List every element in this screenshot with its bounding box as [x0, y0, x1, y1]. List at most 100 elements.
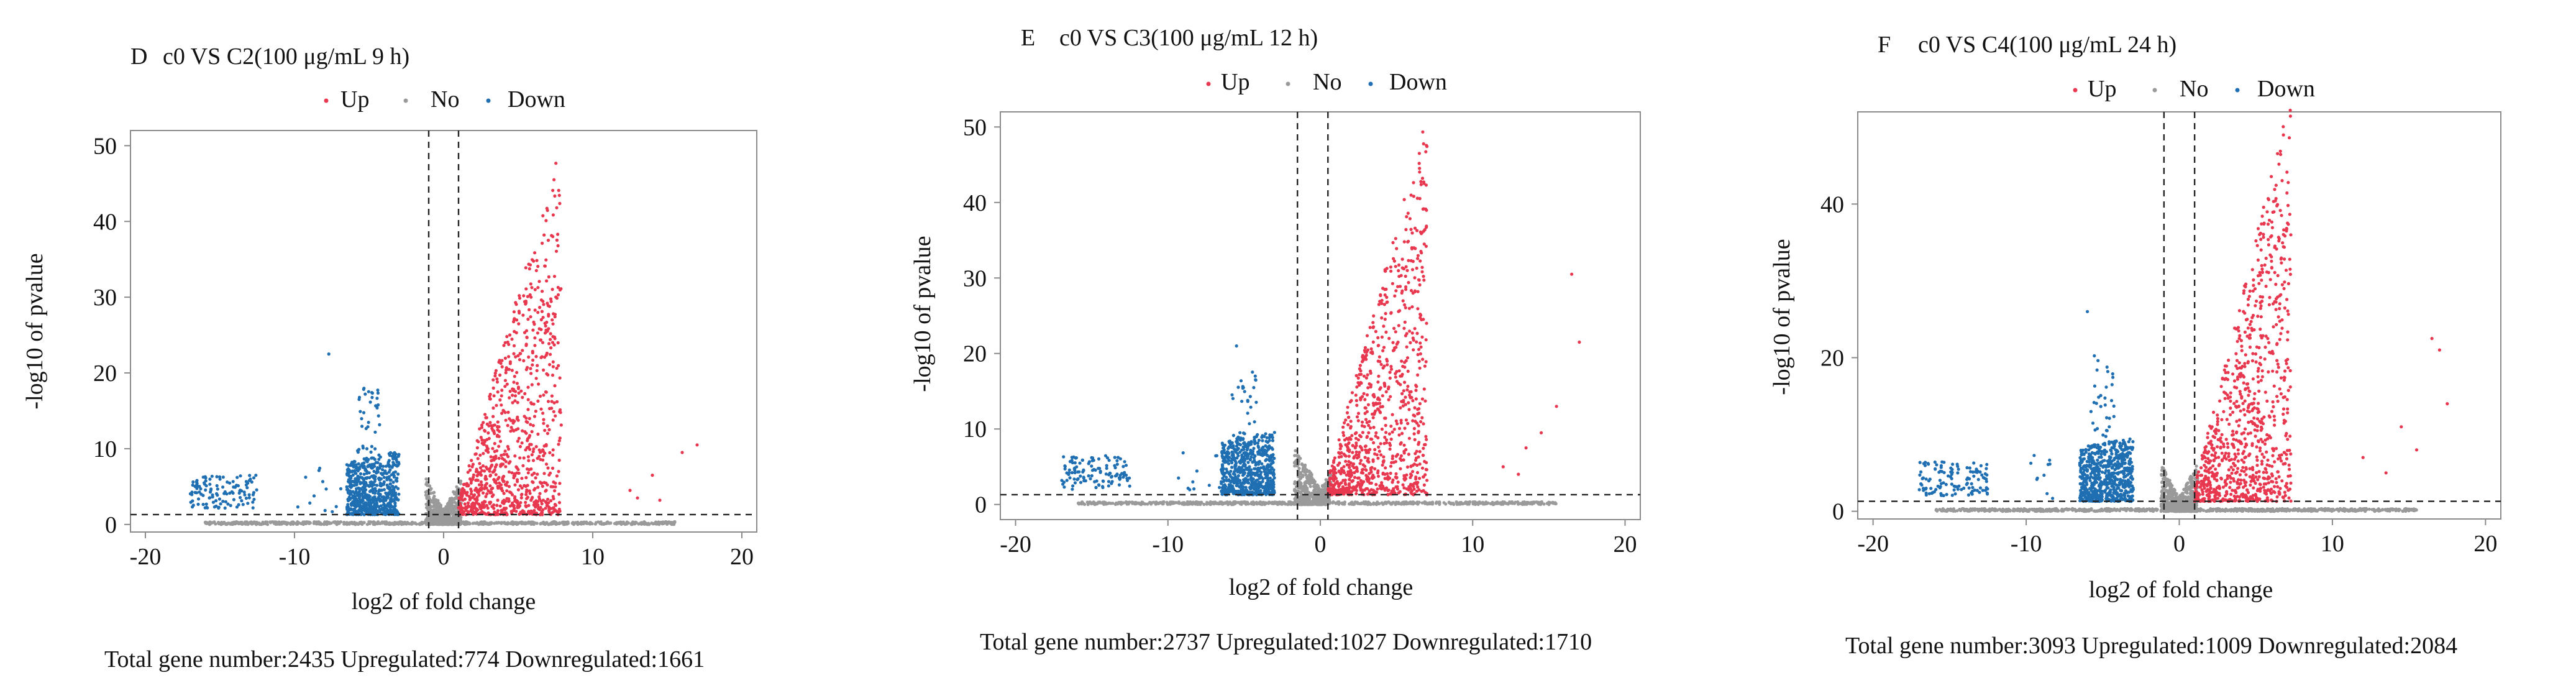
no-point [619, 521, 623, 525]
up-point [516, 387, 521, 390]
up-point [1403, 380, 1407, 384]
up-point [1381, 349, 1385, 352]
up-point [528, 492, 532, 495]
up-point [1389, 471, 1392, 475]
up-point [1409, 390, 1413, 393]
up-point [528, 434, 532, 438]
up-point [488, 421, 492, 425]
up-point [1366, 386, 1370, 390]
no-point [1498, 502, 1502, 505]
up-point [511, 421, 515, 425]
up-point [464, 513, 468, 516]
up-point [541, 341, 545, 344]
up-point [519, 352, 523, 356]
up-point [531, 495, 534, 500]
up-point [553, 384, 557, 388]
up-point [538, 492, 542, 495]
down-point [219, 502, 222, 506]
up-point [541, 300, 545, 303]
up-point [495, 403, 498, 407]
up-point [1411, 336, 1415, 340]
down-point [208, 477, 212, 481]
up-point [1358, 364, 1362, 367]
down-point [382, 480, 386, 484]
down-point [369, 450, 373, 454]
up-point [1422, 275, 1425, 278]
no-point [301, 523, 305, 526]
up-point [493, 465, 498, 469]
up-point [1389, 464, 1393, 468]
up-point [551, 322, 555, 326]
down-point [252, 476, 256, 480]
up-point [502, 344, 506, 347]
up-point [1410, 247, 1414, 250]
up-point [1415, 331, 1419, 336]
no-point [207, 521, 211, 525]
up-point [1420, 489, 1423, 493]
up-point [533, 251, 537, 255]
up-point [528, 416, 531, 421]
up-point [1422, 142, 1425, 145]
down-point [360, 425, 364, 428]
up-point [547, 509, 551, 513]
up-point [490, 495, 494, 498]
no-point [439, 505, 443, 509]
no-point [1310, 481, 1313, 485]
no-point [629, 523, 633, 526]
up-point [516, 401, 519, 405]
up-point [524, 505, 528, 508]
up-point [1415, 470, 1420, 475]
up-point [522, 359, 526, 363]
down-point [204, 484, 208, 488]
down-point [201, 493, 205, 497]
up-point [1404, 227, 1408, 231]
up-point [1354, 492, 1358, 495]
up-point [1422, 454, 1425, 457]
no-point [1143, 502, 1146, 506]
no-point [1297, 467, 1301, 470]
up-point [1399, 442, 1402, 446]
up-point [529, 372, 533, 375]
up-point [542, 303, 546, 306]
up-point [507, 485, 511, 489]
no-point [1095, 502, 1098, 506]
up-point [500, 487, 503, 490]
no-point [1551, 502, 1555, 505]
up-point [478, 462, 482, 466]
up-point [506, 410, 510, 415]
up-point [1404, 306, 1407, 310]
no-point [1343, 500, 1346, 504]
up-point [517, 471, 521, 475]
up-point [1423, 399, 1427, 403]
up-point [533, 288, 537, 291]
up-point [549, 337, 552, 341]
up-point [1425, 145, 1429, 149]
no-point [348, 521, 352, 525]
up-point [1361, 431, 1364, 434]
up-point [1417, 424, 1420, 428]
down-point [357, 395, 362, 399]
up-point [1359, 396, 1363, 400]
no-point [459, 522, 463, 526]
down-point [231, 491, 235, 495]
up-point [1342, 434, 1346, 438]
up-point [497, 444, 501, 448]
up-point [510, 337, 514, 341]
down-point [370, 505, 374, 509]
up-point [542, 421, 546, 425]
no-point [1312, 479, 1317, 484]
up-point [1371, 340, 1375, 344]
down-point [223, 506, 227, 510]
up-point [544, 489, 548, 492]
up-point [505, 452, 509, 456]
down-point [191, 505, 194, 509]
up-point [547, 314, 550, 318]
up-point [524, 500, 528, 505]
up-point [1329, 483, 1333, 487]
no-point [1293, 488, 1297, 492]
up-point [550, 374, 555, 377]
up-point [1413, 289, 1417, 293]
down-point [349, 484, 352, 487]
up-point [551, 365, 555, 369]
up-point [1414, 420, 1417, 423]
